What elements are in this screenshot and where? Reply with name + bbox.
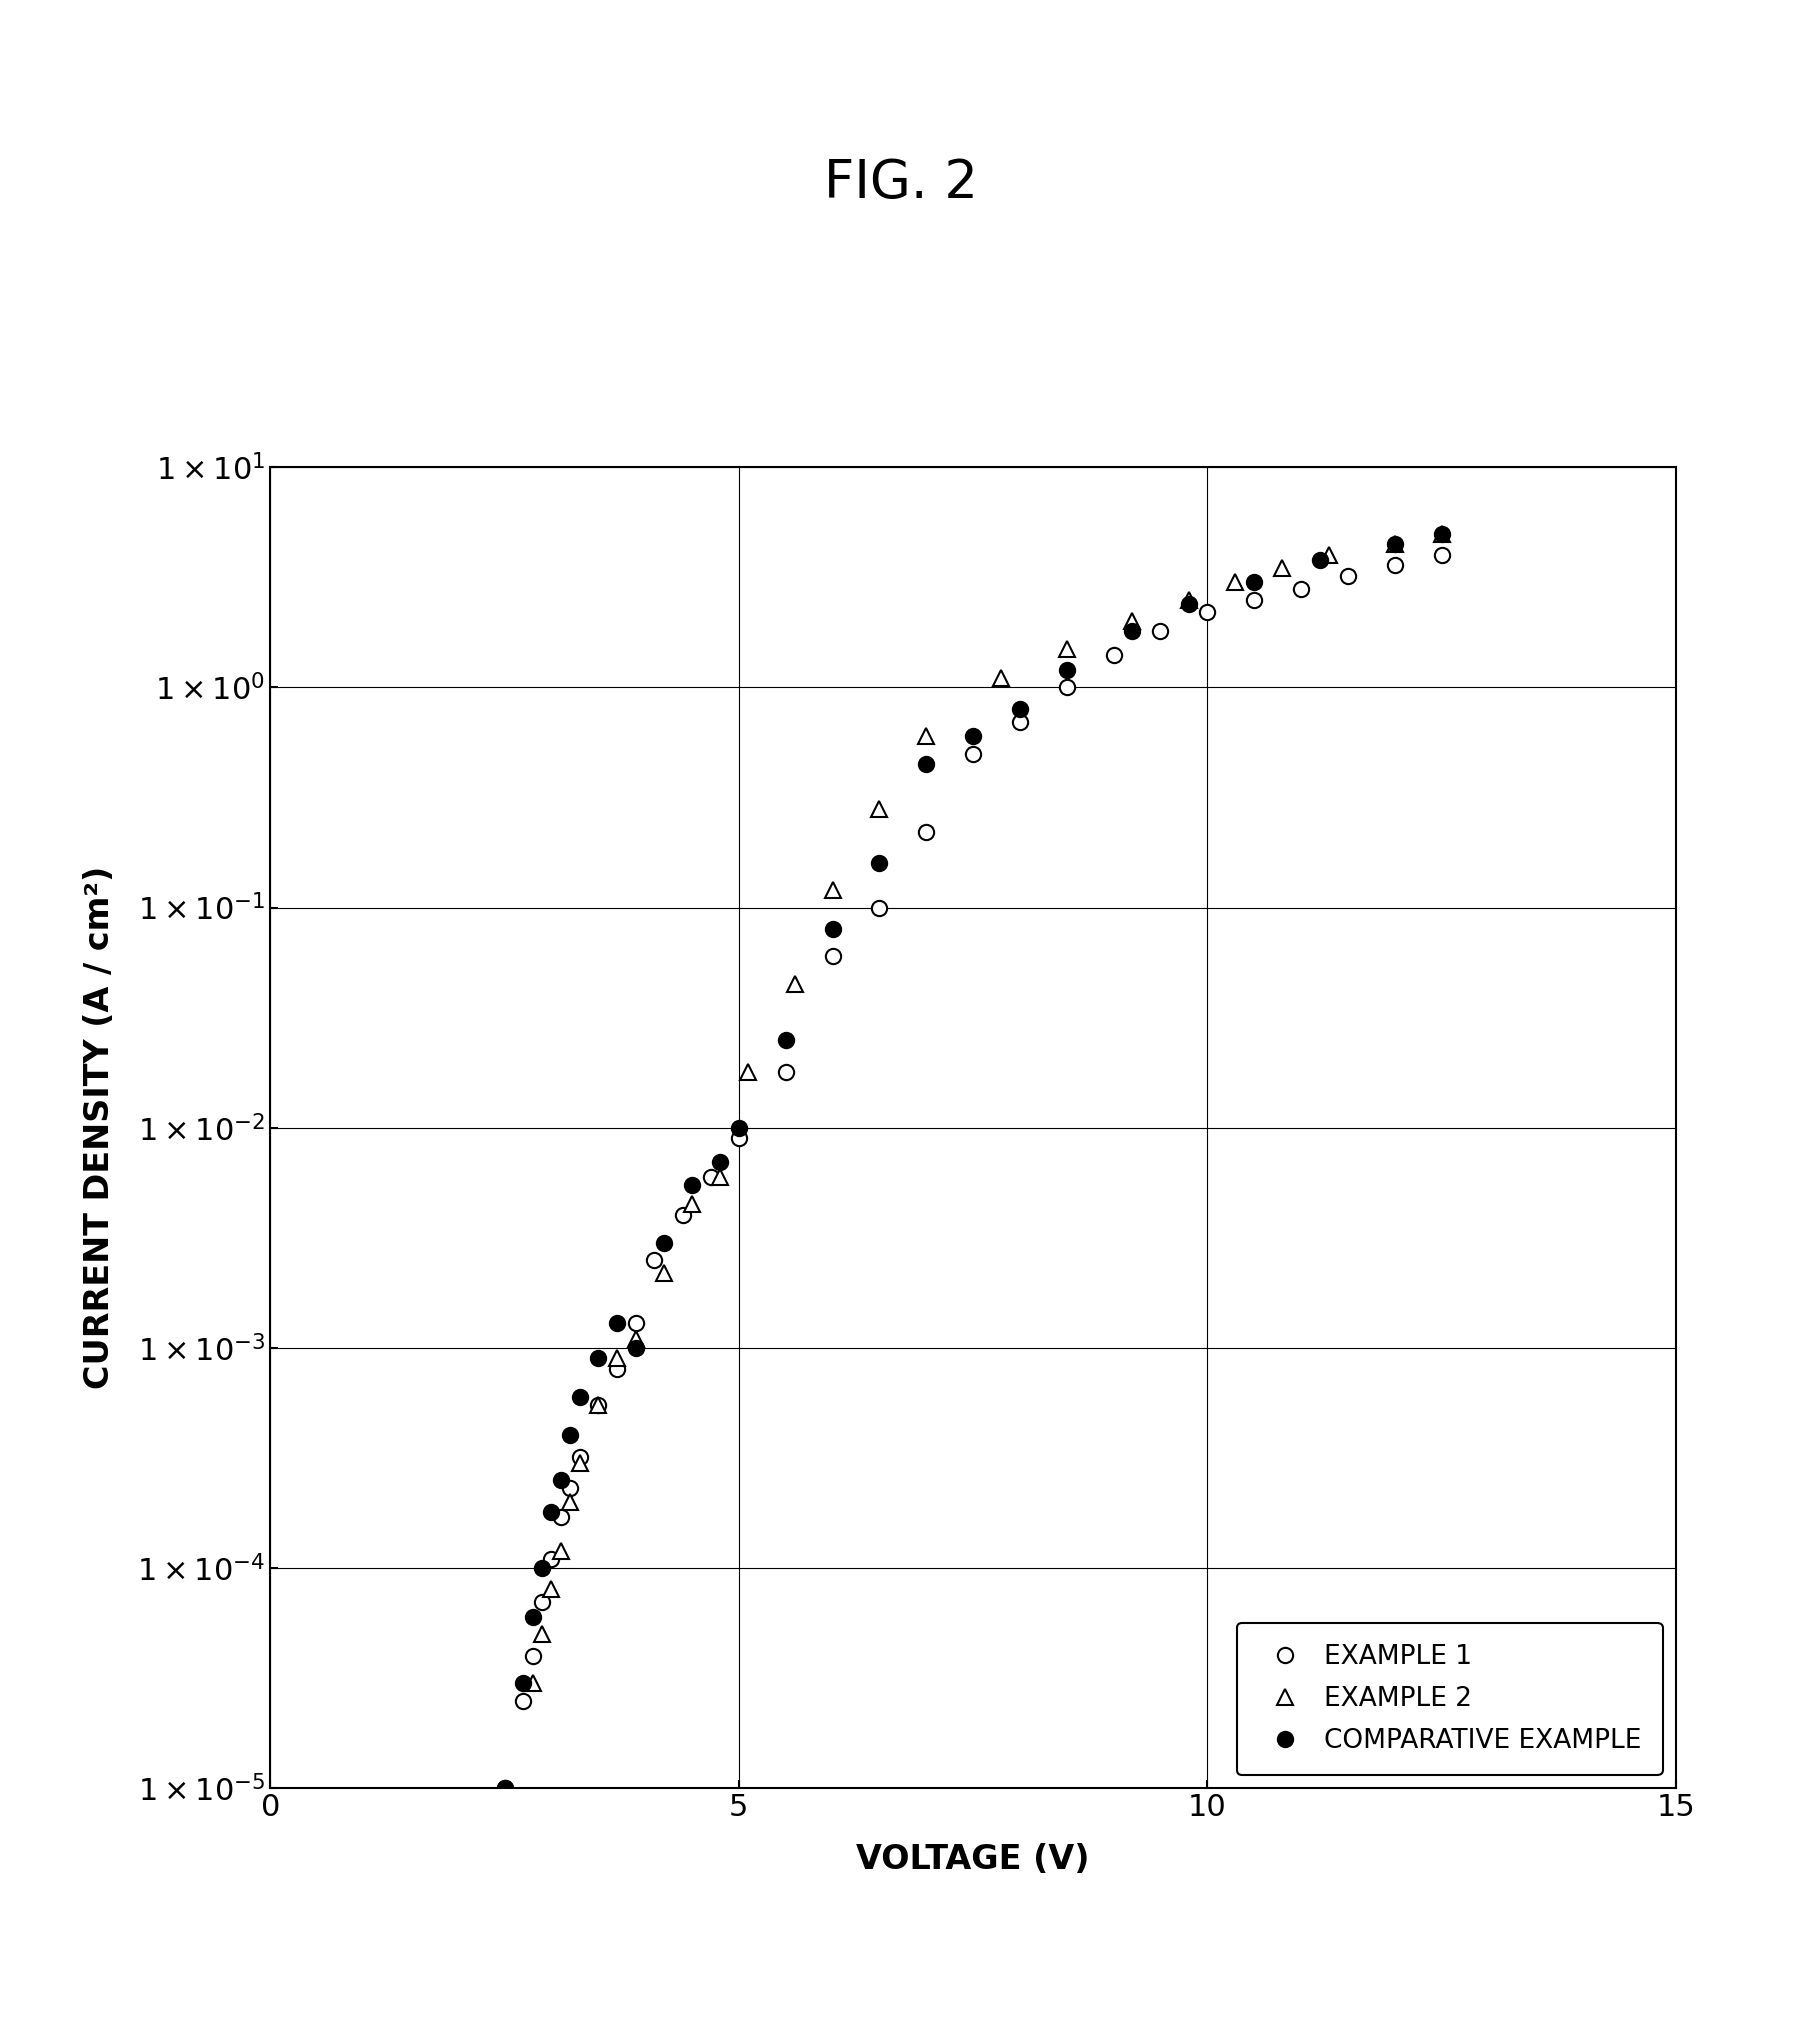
EXAMPLE 1 (494, 1776, 515, 1800)
EXAMPLE 1 (962, 742, 984, 766)
EXAMPLE 1 (625, 1311, 647, 1335)
COMPARATIVE EXAMPLE (559, 1422, 580, 1447)
COMPARATIVE EXAMPLE (775, 1028, 796, 1053)
COMPARATIVE EXAMPLE (569, 1384, 591, 1408)
COMPARATIVE EXAMPLE (494, 1776, 515, 1800)
EXAMPLE 1 (1431, 543, 1452, 567)
EXAMPLE 1 (532, 1589, 553, 1613)
EXAMPLE 2 (569, 1451, 591, 1475)
COMPARATIVE EXAMPLE (512, 1670, 533, 1695)
COMPARATIVE EXAMPLE (710, 1150, 732, 1174)
EXAMPLE 1 (1056, 675, 1078, 699)
EXAMPLE 2 (1121, 610, 1142, 634)
EXAMPLE 2 (869, 797, 890, 821)
EXAMPLE 2 (1225, 571, 1247, 595)
EXAMPLE 2 (710, 1164, 732, 1189)
EXAMPLE 2 (991, 666, 1013, 691)
COMPARATIVE EXAMPLE (1431, 522, 1452, 547)
EXAMPLE 2 (784, 971, 805, 996)
COMPARATIVE EXAMPLE (1384, 532, 1406, 557)
COMPARATIVE EXAMPLE (869, 851, 890, 876)
X-axis label: VOLTAGE (V): VOLTAGE (V) (856, 1843, 1090, 1876)
COMPARATIVE EXAMPLE (625, 1335, 647, 1359)
COMPARATIVE EXAMPLE (1243, 571, 1265, 595)
COMPARATIVE EXAMPLE (550, 1469, 571, 1494)
EXAMPLE 1 (728, 1126, 750, 1150)
EXAMPLE 1 (1384, 553, 1406, 577)
EXAMPLE 1 (1009, 709, 1031, 734)
EXAMPLE 2 (1319, 543, 1341, 567)
COMPARATIVE EXAMPLE (728, 1116, 750, 1140)
EXAMPLE 1 (512, 1689, 533, 1713)
COMPARATIVE EXAMPLE (962, 723, 984, 748)
EXAMPLE 2 (523, 1670, 544, 1695)
EXAMPLE 2 (532, 1622, 553, 1646)
EXAMPLE 2 (1179, 587, 1200, 612)
EXAMPLE 1 (605, 1357, 627, 1382)
EXAMPLE 1 (587, 1392, 609, 1416)
COMPARATIVE EXAMPLE (822, 916, 843, 941)
EXAMPLE 1 (1337, 565, 1359, 589)
COMPARATIVE EXAMPLE (681, 1172, 703, 1197)
COMPARATIVE EXAMPLE (1056, 658, 1078, 683)
EXAMPLE 1 (541, 1546, 562, 1571)
EXAMPLE 2 (1431, 522, 1452, 547)
EXAMPLE 1 (1150, 620, 1171, 644)
COMPARATIVE EXAMPLE (1179, 591, 1200, 616)
Text: FIG. 2: FIG. 2 (824, 156, 978, 209)
EXAMPLE 1 (672, 1203, 694, 1227)
EXAMPLE 2 (915, 723, 937, 748)
Legend: EXAMPLE 1, EXAMPLE 2, COMPARATIVE EXAMPLE: EXAMPLE 1, EXAMPLE 2, COMPARATIVE EXAMPL… (1238, 1624, 1663, 1776)
EXAMPLE 1 (1290, 577, 1312, 601)
EXAMPLE 1 (523, 1644, 544, 1668)
EXAMPLE 1 (550, 1506, 571, 1530)
COMPARATIVE EXAMPLE (605, 1311, 627, 1335)
COMPARATIVE EXAMPLE (1121, 620, 1142, 644)
EXAMPLE 1 (775, 1059, 796, 1083)
EXAMPLE 2 (681, 1193, 703, 1217)
COMPARATIVE EXAMPLE (541, 1500, 562, 1524)
EXAMPLE 2 (605, 1345, 627, 1370)
EXAMPLE 1 (915, 821, 937, 845)
COMPARATIVE EXAMPLE (1308, 549, 1330, 573)
COMPARATIVE EXAMPLE (915, 752, 937, 776)
EXAMPLE 1 (559, 1475, 580, 1500)
COMPARATIVE EXAMPLE (1009, 697, 1031, 721)
EXAMPLE 2 (1056, 636, 1078, 660)
EXAMPLE 2 (559, 1489, 580, 1514)
EXAMPLE 2 (587, 1392, 609, 1416)
EXAMPLE 1 (1197, 599, 1218, 624)
COMPARATIVE EXAMPLE (587, 1345, 609, 1370)
EXAMPLE 2 (625, 1327, 647, 1351)
EXAMPLE 2 (1384, 532, 1406, 557)
COMPARATIVE EXAMPLE (652, 1231, 674, 1256)
Line: COMPARATIVE EXAMPLE: COMPARATIVE EXAMPLE (497, 526, 1449, 1796)
EXAMPLE 2 (550, 1538, 571, 1563)
EXAMPLE 2 (652, 1260, 674, 1284)
EXAMPLE 1 (869, 896, 890, 920)
EXAMPLE 1 (643, 1248, 665, 1272)
EXAMPLE 1 (569, 1445, 591, 1469)
Line: EXAMPLE 2: EXAMPLE 2 (524, 526, 1449, 1691)
Line: EXAMPLE 1: EXAMPLE 1 (497, 547, 1449, 1796)
EXAMPLE 1 (822, 945, 843, 969)
COMPARATIVE EXAMPLE (523, 1605, 544, 1630)
Y-axis label: CURRENT DENSITY (A / cm²): CURRENT DENSITY (A / cm²) (83, 866, 117, 1390)
EXAMPLE 1 (699, 1164, 721, 1189)
COMPARATIVE EXAMPLE (532, 1557, 553, 1581)
EXAMPLE 2 (737, 1059, 759, 1083)
EXAMPLE 2 (1272, 555, 1294, 579)
EXAMPLE 2 (822, 878, 843, 902)
EXAMPLE 2 (541, 1577, 562, 1601)
EXAMPLE 1 (1243, 587, 1265, 612)
EXAMPLE 1 (1103, 644, 1124, 669)
